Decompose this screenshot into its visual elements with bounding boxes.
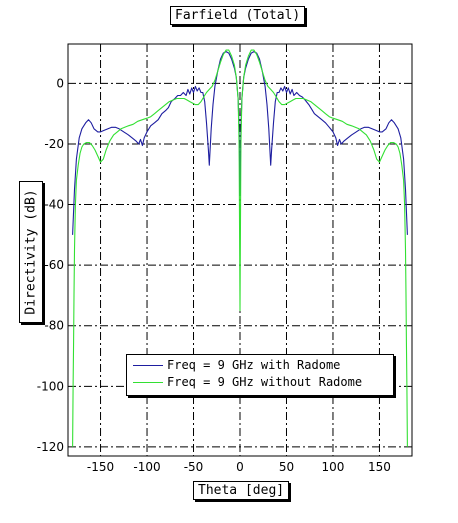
y-tick-label: -80 xyxy=(44,319,64,333)
x-tick-label: 150 xyxy=(368,460,391,474)
series-line-0 xyxy=(72,51,408,235)
x-tick-label: -100 xyxy=(133,460,160,474)
y-axis-label: Directivity (dB) xyxy=(23,189,39,315)
x-axis-label: Theta [deg] xyxy=(193,481,290,500)
y-tick-label: 0 xyxy=(56,76,64,90)
chart-title: Farfield (Total) xyxy=(170,6,306,25)
series-group xyxy=(72,49,408,447)
plot-frame xyxy=(67,43,413,457)
y-tick-label: -40 xyxy=(44,198,64,212)
legend-label-without-radome: Freq = 9 GHz without Radome xyxy=(167,375,363,389)
x-tick-label: 0 xyxy=(236,460,244,474)
legend-item-with-radome: Freq = 9 GHz with Radome xyxy=(133,358,340,374)
y-tick-label: -100 xyxy=(37,379,64,393)
axis-ticks: -150 -100 -50 0 50 100 150 0 -20 -40 -60 -80 -100 -12… xyxy=(37,76,391,474)
legend-swatch-with-radome xyxy=(133,365,163,366)
x-tick-label: 100 xyxy=(322,460,345,474)
series-line-1 xyxy=(72,49,408,447)
legend-label-with-radome: Freq = 9 GHz with Radome xyxy=(167,358,341,372)
legend: Freq = 9 GHz with Radome Freq = 9 GHz wi… xyxy=(126,354,394,396)
x-tick-label: -150 xyxy=(87,460,114,474)
x-tick-label: 50 xyxy=(279,460,294,474)
legend-item-without-radome: Freq = 9 GHz without Radome xyxy=(133,375,362,391)
y-axis-label-box: Directivity (dB) xyxy=(19,181,43,323)
y-tick-label: -20 xyxy=(44,137,64,151)
legend-swatch-without-radome xyxy=(133,382,163,383)
y-tick-label: -120 xyxy=(37,440,64,454)
x-tick-label: -50 xyxy=(184,460,204,474)
y-tick-label: -60 xyxy=(44,258,64,272)
